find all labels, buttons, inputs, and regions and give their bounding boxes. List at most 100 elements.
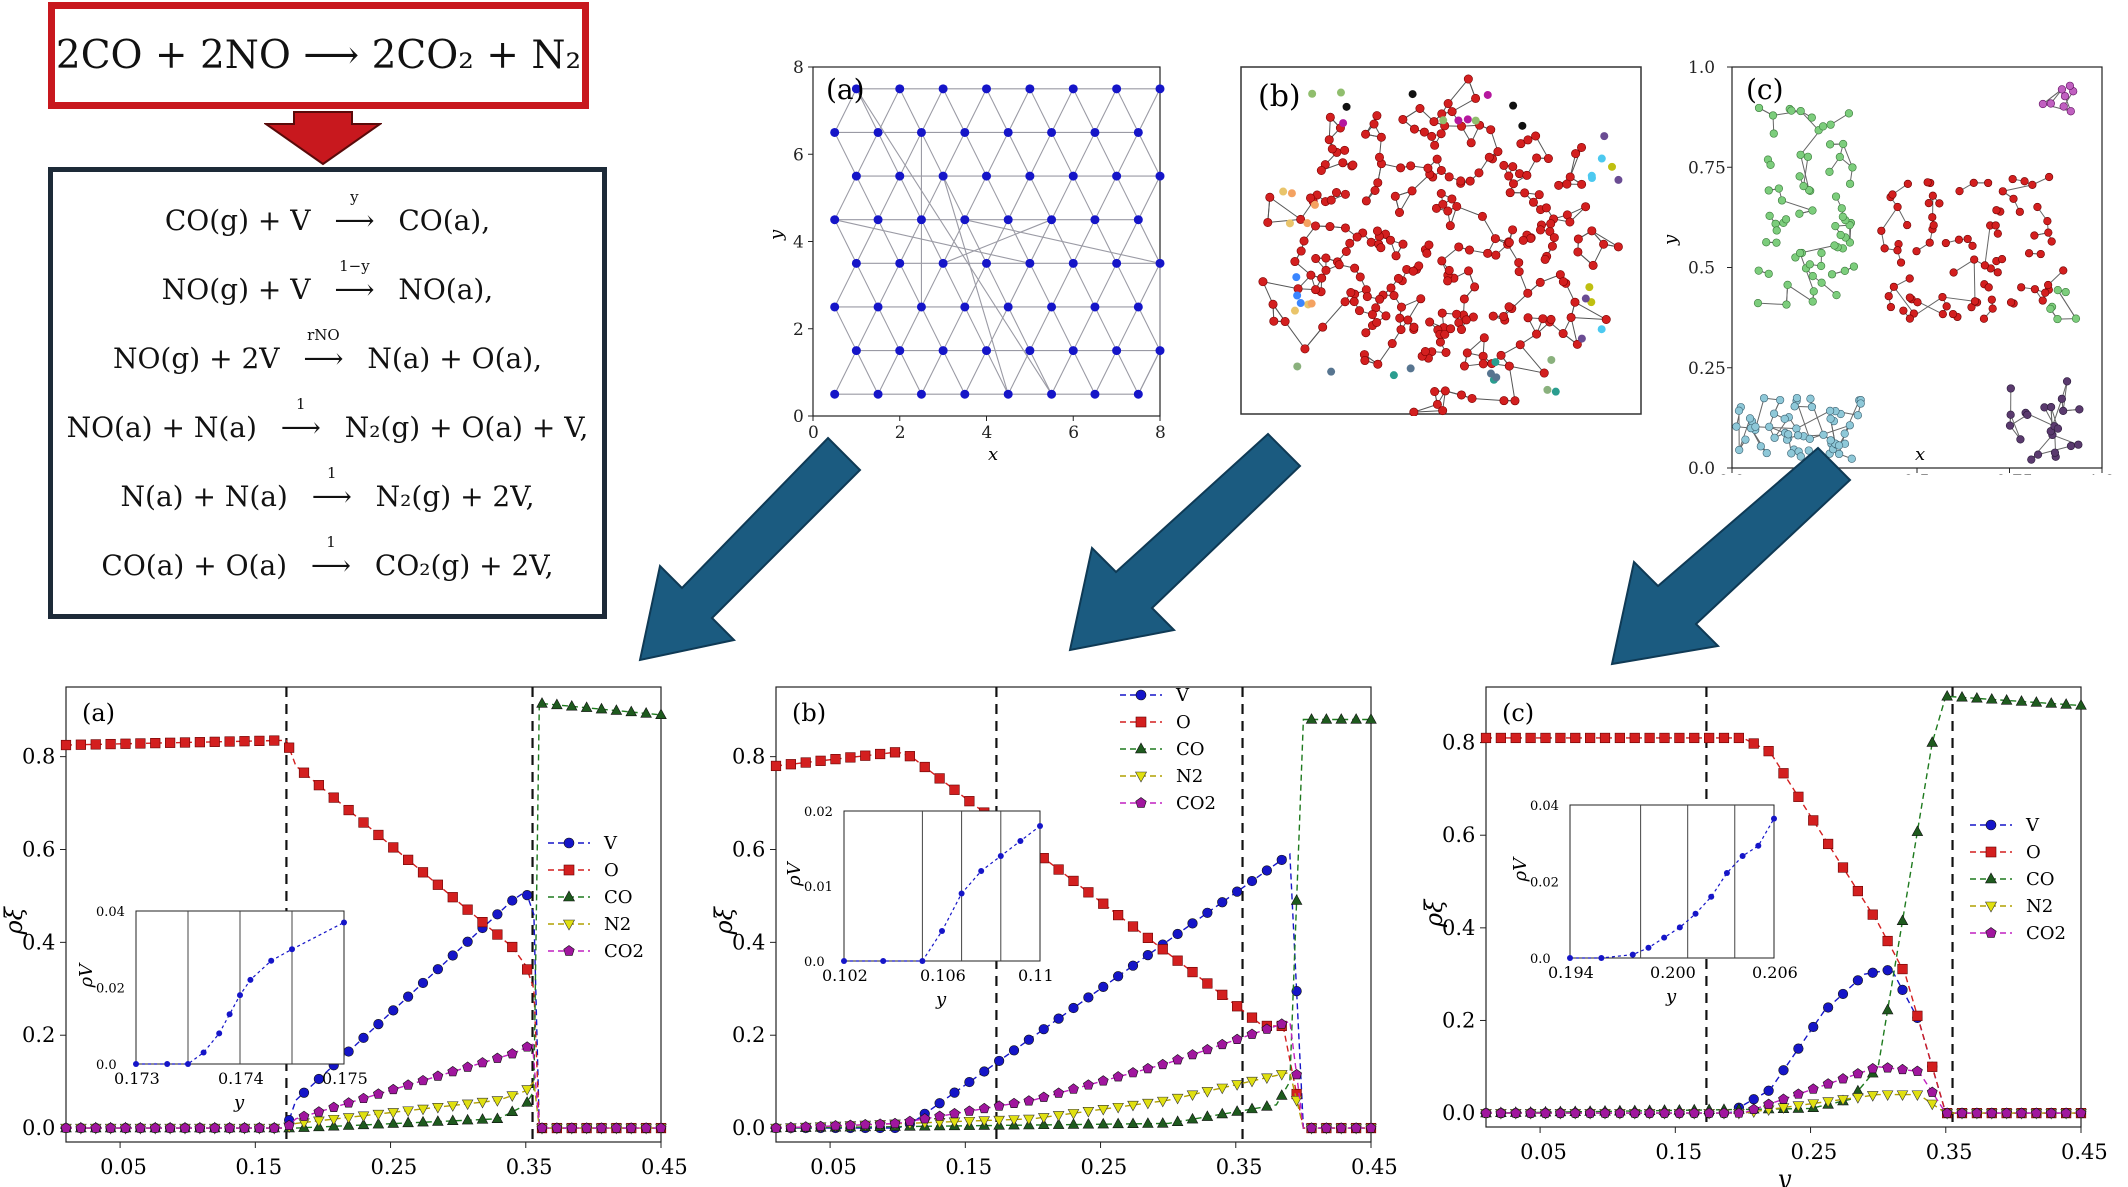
data-point-O xyxy=(1187,966,1198,978)
network-node xyxy=(1764,186,1773,195)
data-point-CO xyxy=(2015,695,2028,706)
lattice-edge xyxy=(1094,350,1118,395)
data-point-CO2 xyxy=(1614,1107,1626,1118)
y-tick-label: 0.8 xyxy=(22,745,55,769)
data-point-CO2 xyxy=(1778,1093,1789,1104)
data-point-O xyxy=(949,784,960,795)
network-node xyxy=(1991,221,2000,230)
inset-y-axis-label: ρV xyxy=(784,860,805,887)
data-point-CO2 xyxy=(506,1048,518,1059)
data-point-CO xyxy=(1320,713,1333,724)
lattice-edge xyxy=(1007,263,1031,308)
data-point-V xyxy=(522,890,533,901)
legend-label: CO2 xyxy=(604,941,644,962)
data-point-CO2 xyxy=(373,1088,384,1099)
network-node xyxy=(1361,196,1371,206)
isolated-node xyxy=(1296,299,1305,308)
data-point-N2 xyxy=(1112,1102,1124,1114)
network-edge xyxy=(2057,289,2077,319)
network-node xyxy=(1980,261,1989,270)
data-point-O xyxy=(1882,935,1893,947)
lattice-edge xyxy=(855,88,1053,395)
data-point-CO2 xyxy=(1291,1069,1302,1080)
mechanism-step: CO(a) + O(a) 1 ⟶ CO₂(g) + 2V, xyxy=(101,533,554,582)
network-node xyxy=(1504,171,1514,181)
network-node xyxy=(1376,243,1386,253)
data-point-CO xyxy=(655,708,667,719)
x-tick-label: 0.35 xyxy=(506,1155,553,1179)
network-node xyxy=(1938,310,1947,319)
lattice-node xyxy=(873,215,883,225)
legend-marker xyxy=(1984,901,1998,913)
inset-data-point xyxy=(1676,924,1683,931)
lattice-node xyxy=(938,171,948,181)
network-node xyxy=(1474,168,1484,178)
panel-label: (b) xyxy=(792,699,826,727)
data-point-N2 xyxy=(1896,1090,1909,1101)
network-edge xyxy=(1984,225,1991,266)
network-node xyxy=(1515,169,1525,179)
lattice-edge xyxy=(942,175,1009,395)
inset-data-point xyxy=(1723,870,1730,876)
lattice-node xyxy=(873,389,883,399)
network-node xyxy=(2017,283,2026,292)
network-node xyxy=(1963,234,1972,244)
data-point-CO2 xyxy=(2060,1107,2072,1118)
network-node xyxy=(1949,268,1958,277)
network-node xyxy=(1340,297,1350,307)
network-node xyxy=(2057,394,2066,403)
panel-label: (a) xyxy=(826,73,865,106)
data-point-O xyxy=(298,767,310,778)
data-point-CO2 xyxy=(1495,1107,1507,1118)
x-axis-label: x xyxy=(988,444,998,465)
data-point-CO2 xyxy=(904,1115,916,1126)
data-point-O xyxy=(462,904,473,915)
lattice-node xyxy=(1047,302,1057,312)
network-node xyxy=(1942,302,1951,311)
lattice-edge xyxy=(1007,350,1031,395)
isolated-node xyxy=(1303,219,1312,228)
lattice-node xyxy=(1112,84,1122,94)
data-point-CO xyxy=(1881,1003,1894,1015)
y-tick-label: 0.2 xyxy=(1442,1008,1475,1032)
network-node xyxy=(2071,314,2081,323)
network-edge xyxy=(1284,321,1306,350)
data-point-V xyxy=(1808,1021,1819,1033)
network-node xyxy=(1484,152,1494,162)
network-node xyxy=(2065,81,2075,90)
isolated-node xyxy=(1287,189,1296,198)
lattice-edge xyxy=(899,350,922,395)
chart-b: (b) 0.05 0.15 0.25 0.35 0.45 0.0 0.2 0.4 0.6 0.8 ρξ… xyxy=(710,685,1398,1187)
data-point-N2 xyxy=(1201,1087,1214,1098)
network-node xyxy=(1804,446,1813,455)
network-node xyxy=(1790,402,1799,411)
data-point-CO2 xyxy=(1941,1107,1953,1118)
network-node xyxy=(1903,220,1912,230)
data-point-V xyxy=(1083,992,1094,1003)
lattice-edge xyxy=(986,132,1009,177)
legend-marker xyxy=(1135,797,1147,808)
network-node xyxy=(1321,265,1331,275)
series-line-O xyxy=(1486,737,2081,1114)
x-tick-label: 0.25 xyxy=(1081,1155,1128,1179)
legend-label: O xyxy=(604,860,619,881)
lattice-node xyxy=(1047,215,1057,225)
data-point-N2 xyxy=(1127,1100,1139,1112)
data-point-CO2 xyxy=(239,1122,250,1133)
data-point-V xyxy=(1882,965,1893,976)
network-node xyxy=(2038,99,2048,109)
network-node xyxy=(1280,317,1290,327)
data-point-O xyxy=(1644,732,1655,744)
data-point-O xyxy=(1142,932,1153,943)
y-tick-label: 0.8 xyxy=(732,745,765,769)
inset-y-tick-label: 0.02 xyxy=(1530,876,1559,891)
y-tick-label: 6 xyxy=(793,145,804,165)
lattice-edge xyxy=(1051,350,1074,395)
network-edge xyxy=(1267,218,1301,223)
network-node xyxy=(1456,390,1466,400)
network-node xyxy=(1424,240,1434,250)
data-point-N2 xyxy=(372,1109,385,1121)
y-tick-label: 0.75 xyxy=(1688,158,1726,178)
network-node xyxy=(1573,247,1583,257)
isolated-node xyxy=(1290,306,1299,315)
